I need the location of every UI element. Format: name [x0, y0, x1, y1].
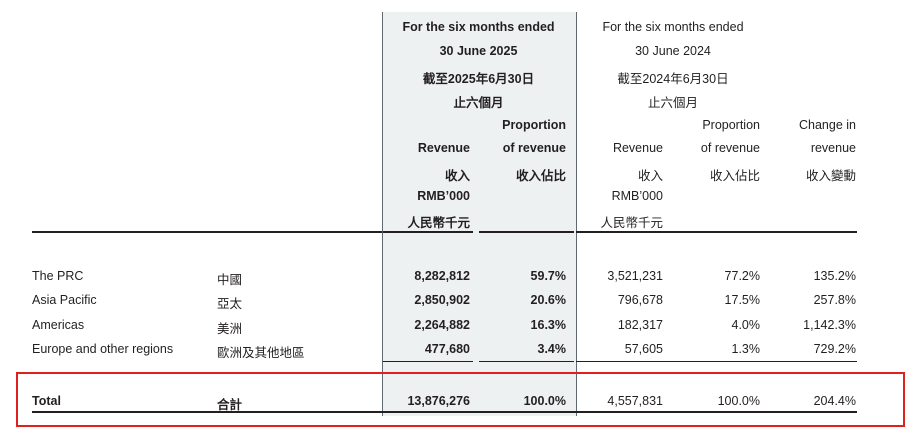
- cell-revenue-2024: 796,678: [617, 293, 663, 307]
- header-2025-revenue-unit-zh: 人民幣千元: [407, 216, 470, 230]
- row-label-en: The PRC: [32, 269, 84, 283]
- header-change-l2: revenue: [810, 141, 856, 155]
- header-2024-proportion-zh: 收入佔比: [709, 169, 760, 183]
- total-change: 204.4%: [813, 394, 856, 408]
- header-2025-revenue-unit: RMB’000: [417, 189, 470, 203]
- header-2025-proportion-l1: Proportion: [502, 118, 566, 132]
- header-2025-line1: For the six months ended: [402, 20, 555, 34]
- header-2024-proportion-l1: Proportion: [702, 118, 760, 132]
- header-change-l1: Change in: [799, 118, 856, 132]
- cell-proportion-2025: 20.6%: [530, 293, 566, 307]
- cell-proportion-2025: 16.3%: [530, 318, 566, 332]
- header-2024-proportion-l2: of revenue: [700, 141, 760, 155]
- row-label-zh: 中國: [217, 273, 243, 287]
- cell-change: 135.2%: [813, 269, 856, 283]
- total-revenue-2024: 4,557,831: [607, 394, 663, 408]
- header-2024-revenue: Revenue: [612, 141, 663, 155]
- cell-revenue-2025: 2,850,902: [414, 293, 470, 307]
- cell-proportion-2024: 17.5%: [724, 293, 760, 307]
- row-label-en: Americas: [32, 318, 85, 332]
- header-2025-line2: 30 June 2025: [439, 44, 518, 58]
- cell-revenue-2025: 8,282,812: [414, 269, 470, 283]
- cell-revenue-2024: 57,605: [624, 342, 663, 356]
- header-rule-2025-proportion: [479, 231, 574, 233]
- header-2025-line3: 截至2025年6月30日: [422, 72, 535, 86]
- header-change-zh: 收入變動: [805, 169, 856, 183]
- header-2025-line4: 止六個月: [453, 96, 504, 110]
- row-label-zh: 歐洲及其他地區: [217, 346, 305, 360]
- current-period-shaded-column: [382, 12, 577, 416]
- header-2024-line1: For the six months ended: [602, 20, 744, 34]
- header-rule-2024: [576, 231, 857, 233]
- cell-change: 729.2%: [813, 342, 856, 356]
- total-label-zh: 合計: [217, 398, 243, 412]
- subtotal-rule-2024: [576, 361, 857, 362]
- header-rule-labels: [32, 231, 382, 233]
- total-revenue-2025: 13,876,276: [407, 394, 470, 408]
- cell-revenue-2025: 2,264,882: [414, 318, 470, 332]
- header-2025-revenue: Revenue: [417, 141, 470, 155]
- cell-proportion-2024: 1.3%: [731, 342, 761, 356]
- row-label-zh: 美洲: [217, 322, 243, 336]
- subtotal-rule-2025-revenue: [383, 361, 473, 362]
- cell-proportion-2025: 59.7%: [530, 269, 566, 283]
- cell-revenue-2024: 3,521,231: [607, 269, 663, 283]
- cell-change: 1,142.3%: [803, 318, 856, 332]
- header-2024-line3: 截至2024年6月30日: [617, 72, 729, 86]
- cell-proportion-2024: 77.2%: [724, 269, 760, 283]
- subtotal-rule-2025-proportion: [479, 361, 574, 362]
- row-label-en: Asia Pacific: [32, 293, 97, 307]
- row-label-en: Europe and other regions: [32, 342, 174, 356]
- header-2025-proportion-zh: 收入佔比: [515, 169, 566, 183]
- header-2025-proportion-l2: of revenue: [502, 141, 566, 155]
- header-2025-revenue-zh: 收入: [444, 169, 470, 183]
- row-label-zh: 亞太: [217, 297, 243, 311]
- cell-revenue-2024: 182,317: [617, 318, 663, 332]
- header-2024-revenue-unit: RMB’000: [611, 189, 663, 203]
- total-highlight-box: [16, 372, 905, 427]
- cell-change: 257.8%: [813, 293, 856, 307]
- cell-revenue-2025: 477,680: [424, 342, 470, 356]
- header-2024-revenue-zh: 收入: [637, 169, 663, 183]
- header-rule-2025-revenue: [383, 231, 473, 233]
- total-proportion-2024: 100.0%: [717, 394, 760, 408]
- cell-proportion-2024: 4.0%: [731, 318, 761, 332]
- header-2024-revenue-unit-zh: 人民幣千元: [600, 216, 663, 230]
- cell-proportion-2025: 3.4%: [537, 342, 567, 356]
- total-label-en: Total: [32, 394, 61, 408]
- total-bottom-rule: [32, 411, 857, 413]
- header-2024-line2: 30 June 2024: [635, 44, 711, 58]
- total-proportion-2025: 100.0%: [523, 394, 566, 408]
- header-2024-line4: 止六個月: [647, 96, 698, 110]
